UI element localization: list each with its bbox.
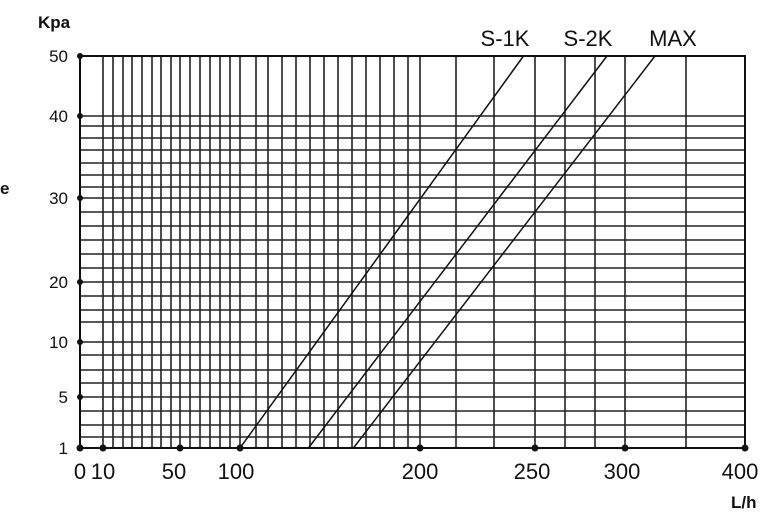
series-lines: S-1K S-2K MAX <box>240 26 697 448</box>
x-tick-label: 0 <box>74 459 86 484</box>
y-tick-dot <box>77 279 83 285</box>
x-tick-label: 200 <box>402 459 439 484</box>
x-axis-unit: L/h <box>731 493 757 512</box>
x-tick-dot <box>417 445 424 452</box>
x-tick-dot <box>100 445 107 452</box>
y-tick-dot <box>77 113 83 119</box>
y-tick-label: 40 <box>49 107 68 126</box>
x-tick-dot <box>177 445 184 452</box>
x-tick-label: 50 <box>162 459 186 484</box>
x-tick-dot <box>532 445 539 452</box>
y-tick-label: 20 <box>49 273 68 292</box>
x-tick-label: 250 <box>514 459 551 484</box>
y-tick-label: 50 <box>49 47 68 66</box>
y-tick-label: 5 <box>59 388 68 407</box>
x-tick-label: 400 <box>722 459 759 484</box>
y-tick-dot <box>77 339 83 345</box>
series-line <box>353 56 655 448</box>
y-tick-label: 30 <box>49 189 68 208</box>
grid <box>80 56 745 448</box>
x-tick-dot <box>237 445 244 452</box>
x-tick-label: 300 <box>604 459 641 484</box>
y-tick-label: 1 <box>59 439 68 458</box>
y-axis-unit: Kpa <box>38 13 71 32</box>
x-tick-dot <box>77 445 84 452</box>
y-tick-dot <box>77 195 83 201</box>
series-label: S-2K <box>564 26 613 51</box>
x-tick-label: 10 <box>91 459 115 484</box>
y-tick-dot <box>77 53 83 59</box>
series-label: MAX <box>649 26 697 51</box>
series-line <box>308 56 607 448</box>
side-label: e <box>0 179 9 198</box>
y-tick-dot <box>77 394 83 400</box>
x-tick-dot <box>742 445 749 452</box>
y-tick-label: 10 <box>49 333 68 352</box>
x-tick-label: 100 <box>218 459 255 484</box>
series-label: S-1K <box>481 26 530 51</box>
x-tick-dot <box>622 445 629 452</box>
